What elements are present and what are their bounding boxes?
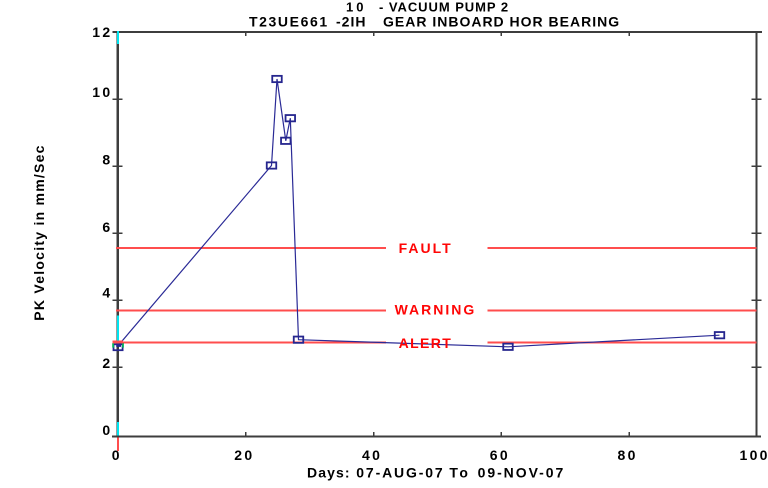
svg-text:6: 6	[102, 219, 112, 235]
svg-text:0: 0	[102, 422, 112, 438]
svg-text:2: 2	[102, 355, 112, 371]
svg-text:20: 20	[234, 447, 254, 463]
svg-text:0: 0	[112, 447, 122, 463]
svg-text:ALERT: ALERT	[399, 335, 453, 351]
svg-text:10: 10	[346, 0, 366, 15]
svg-text:To: To	[449, 465, 470, 481]
svg-text:07-AUG-07: 07-AUG-07	[356, 465, 444, 481]
svg-text:-2IH: -2IH	[336, 14, 366, 30]
svg-text:WARNING: WARNING	[395, 302, 477, 318]
svg-text:60: 60	[490, 447, 510, 463]
svg-text:4: 4	[102, 285, 112, 301]
svg-text:FAULT: FAULT	[399, 240, 453, 256]
svg-text:10: 10	[92, 84, 112, 100]
svg-text:GEAR INBOARD HOR BEARING: GEAR INBOARD HOR BEARING	[383, 14, 620, 30]
svg-text:Days:: Days:	[307, 465, 351, 481]
svg-text:40: 40	[362, 447, 382, 463]
svg-text:8: 8	[102, 152, 112, 168]
svg-text:T23UE661: T23UE661	[249, 14, 329, 30]
svg-text:80: 80	[618, 447, 638, 463]
svg-text:PK Velocity in mm/Sec: PK Velocity in mm/Sec	[31, 144, 47, 320]
svg-text:12: 12	[92, 24, 112, 40]
svg-text:09-NOV-07: 09-NOV-07	[478, 465, 566, 481]
svg-text:100: 100	[740, 447, 768, 463]
svg-text:- VACUUM PUMP 2: - VACUUM PUMP 2	[379, 0, 509, 15]
